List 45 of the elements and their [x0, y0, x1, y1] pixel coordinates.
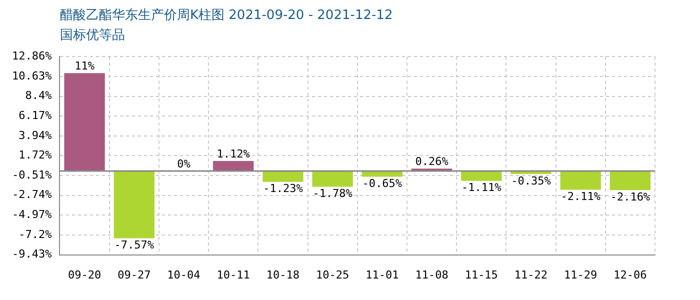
y-tick-label: -4.97%: [12, 208, 52, 221]
data-label: -2.16%: [610, 190, 650, 204]
x-tick-label: 09-27: [118, 268, 151, 282]
data-label: 0%: [177, 157, 191, 170]
y-tick-label: -2.74%: [12, 188, 52, 202]
bar: [610, 170, 651, 190]
x-tick-label: 09-20: [68, 268, 102, 282]
data-label: -1.23%: [263, 182, 304, 196]
chart-subtitle: 国标优等品: [60, 27, 125, 44]
x-tick-label: 11-15: [464, 268, 498, 282]
x-tick-label: 11-22: [514, 268, 548, 282]
data-label: 0.26%: [415, 154, 449, 168]
y-tick-label: 8.4%: [25, 89, 52, 102]
data-label: -7.57%: [114, 238, 154, 252]
data-label: 11%: [74, 60, 95, 72]
data-label: -1.11%: [462, 181, 502, 194]
y-tick-label: -9.43%: [12, 248, 52, 261]
bar: [461, 170, 502, 181]
data-label: -1.78%: [312, 187, 353, 200]
y-tick-label: -0.51%: [12, 168, 52, 182]
x-tick-label: 11-08: [415, 268, 448, 282]
y-tick-label: 3.94%: [18, 128, 52, 142]
bar: [64, 73, 105, 171]
x-tick-label: 11-01: [366, 268, 399, 282]
bar: [312, 170, 353, 187]
x-tick-label: 10-11: [216, 268, 250, 282]
y-tick-label: 12.86%: [12, 49, 52, 62]
y-tick-label: -7.2%: [18, 228, 52, 241]
data-label: 1.12%: [216, 147, 250, 160]
y-tick-label: 10.63%: [12, 69, 52, 82]
bar: [213, 160, 254, 171]
bar: [114, 170, 154, 238]
x-tick-label: 10-18: [266, 268, 300, 282]
data-label: -2.11%: [560, 190, 601, 204]
x-tick-label: 10-25: [316, 268, 350, 282]
x-tick-label: 10-04: [167, 268, 201, 282]
chart-title: 醋酸乙酯华东生产价周K柱图 2021-09-20 - 2021-12-12: [60, 7, 393, 24]
x-tick-label: 12-06: [614, 268, 647, 282]
data-label: -0.65%: [362, 177, 402, 190]
y-tick-label: 1.72%: [18, 148, 52, 162]
bar: [262, 170, 304, 182]
y-tick-label: 6.17%: [18, 108, 52, 122]
x-tick-label: 11-29: [564, 268, 598, 282]
bar: [560, 170, 601, 190]
data-label: -0.35%: [511, 174, 552, 188]
